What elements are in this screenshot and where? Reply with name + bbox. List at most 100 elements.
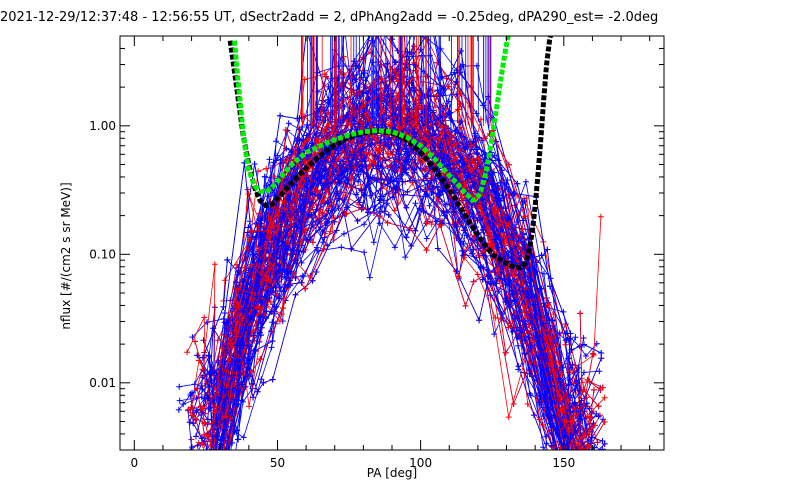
trace-marker xyxy=(180,457,186,463)
trace-marker xyxy=(217,457,223,463)
trace-marker xyxy=(216,457,222,463)
trace-marker xyxy=(218,457,224,463)
trace-marker xyxy=(277,112,284,119)
trace-marker xyxy=(370,27,376,33)
trace-marker xyxy=(212,457,218,463)
trace-marker xyxy=(515,363,522,370)
trace-marker xyxy=(582,457,588,463)
trace-marker xyxy=(583,457,589,463)
trace-marker xyxy=(476,317,483,324)
trace-marker xyxy=(285,120,292,127)
trace-marker xyxy=(205,457,211,463)
trace-marker xyxy=(227,457,233,463)
trace-line xyxy=(226,167,560,450)
trace-marker xyxy=(257,356,264,363)
trace-marker xyxy=(403,234,410,241)
trace-marker xyxy=(200,451,206,457)
trace-marker xyxy=(579,457,585,463)
trace-marker xyxy=(213,457,219,463)
trace-marker xyxy=(193,457,199,463)
trace-marker xyxy=(203,457,209,463)
trace-marker xyxy=(575,457,581,463)
y-tick-label: 0.10 xyxy=(89,247,116,261)
trace-marker xyxy=(588,457,594,463)
trace-marker xyxy=(235,436,242,443)
trace-marker xyxy=(213,457,219,463)
trace-marker xyxy=(581,369,587,376)
trace-marker xyxy=(213,457,219,463)
trace-marker xyxy=(575,457,581,463)
trace-marker xyxy=(524,401,531,407)
trace-marker xyxy=(244,229,251,236)
trace-marker xyxy=(201,457,207,463)
trace-marker xyxy=(321,71,328,78)
trace-marker xyxy=(177,457,183,463)
trace-marker xyxy=(222,456,228,462)
trace-marker xyxy=(588,457,594,463)
trace-marker xyxy=(408,0,414,5)
trace-marker xyxy=(213,457,219,463)
trace-marker xyxy=(601,394,608,401)
trace-marker xyxy=(304,27,310,33)
trace-marker xyxy=(585,457,591,463)
trace-marker xyxy=(428,221,435,228)
trace-marker xyxy=(202,457,208,463)
trace-marker xyxy=(584,456,590,462)
trace-marker xyxy=(207,457,213,463)
trace-marker xyxy=(338,244,345,251)
trace-marker xyxy=(193,452,199,458)
trace-marker xyxy=(583,457,589,463)
trace-marker xyxy=(269,338,276,345)
trace-marker xyxy=(210,457,216,463)
trace-marker xyxy=(590,457,596,463)
trace-marker xyxy=(589,457,595,463)
trace-marker xyxy=(186,457,192,463)
y-axis-label: nflux [#/(cm2 s sr MeV)] xyxy=(59,182,73,329)
trace-marker xyxy=(582,353,589,359)
trace-marker xyxy=(218,457,224,463)
trace-marker xyxy=(596,451,602,457)
trace-marker xyxy=(268,344,275,351)
trace-marker xyxy=(201,457,207,463)
trace-marker xyxy=(579,457,585,463)
trace-marker xyxy=(215,457,221,463)
trace-marker xyxy=(202,457,208,463)
trace-marker xyxy=(191,381,198,388)
trace-marker xyxy=(192,457,198,463)
trace-marker xyxy=(575,457,581,463)
trace-marker xyxy=(596,451,602,457)
trace-marker xyxy=(211,457,217,463)
trace-marker xyxy=(515,342,522,349)
trace-marker xyxy=(590,457,596,463)
trace-marker xyxy=(210,457,216,463)
trace-marker xyxy=(394,200,401,206)
trace-marker xyxy=(213,457,219,463)
trace-marker xyxy=(579,457,585,463)
trace-marker xyxy=(266,156,273,163)
trace-marker xyxy=(583,457,589,463)
trace-marker xyxy=(355,178,362,185)
trace-marker xyxy=(601,457,607,463)
trace-marker xyxy=(302,285,309,292)
trace-marker xyxy=(591,457,597,463)
trace-marker xyxy=(214,337,221,344)
trace-marker xyxy=(600,416,607,423)
trace-marker xyxy=(451,69,458,76)
trace-marker xyxy=(408,0,414,5)
trace-marker xyxy=(590,457,596,463)
trace-marker xyxy=(462,302,469,309)
trace-marker xyxy=(175,406,182,413)
trace-marker xyxy=(191,455,197,461)
trace-marker xyxy=(579,457,585,463)
trace-marker xyxy=(205,457,211,463)
trace-marker xyxy=(391,207,398,214)
trace-marker xyxy=(222,457,228,463)
trace-marker xyxy=(244,186,251,193)
trace-marker xyxy=(203,457,209,463)
trace-marker xyxy=(373,147,379,154)
trace-marker xyxy=(246,403,253,410)
trace-marker xyxy=(180,457,186,463)
trace-marker xyxy=(210,457,216,463)
trace-line xyxy=(235,186,547,450)
trace-marker xyxy=(196,457,202,463)
